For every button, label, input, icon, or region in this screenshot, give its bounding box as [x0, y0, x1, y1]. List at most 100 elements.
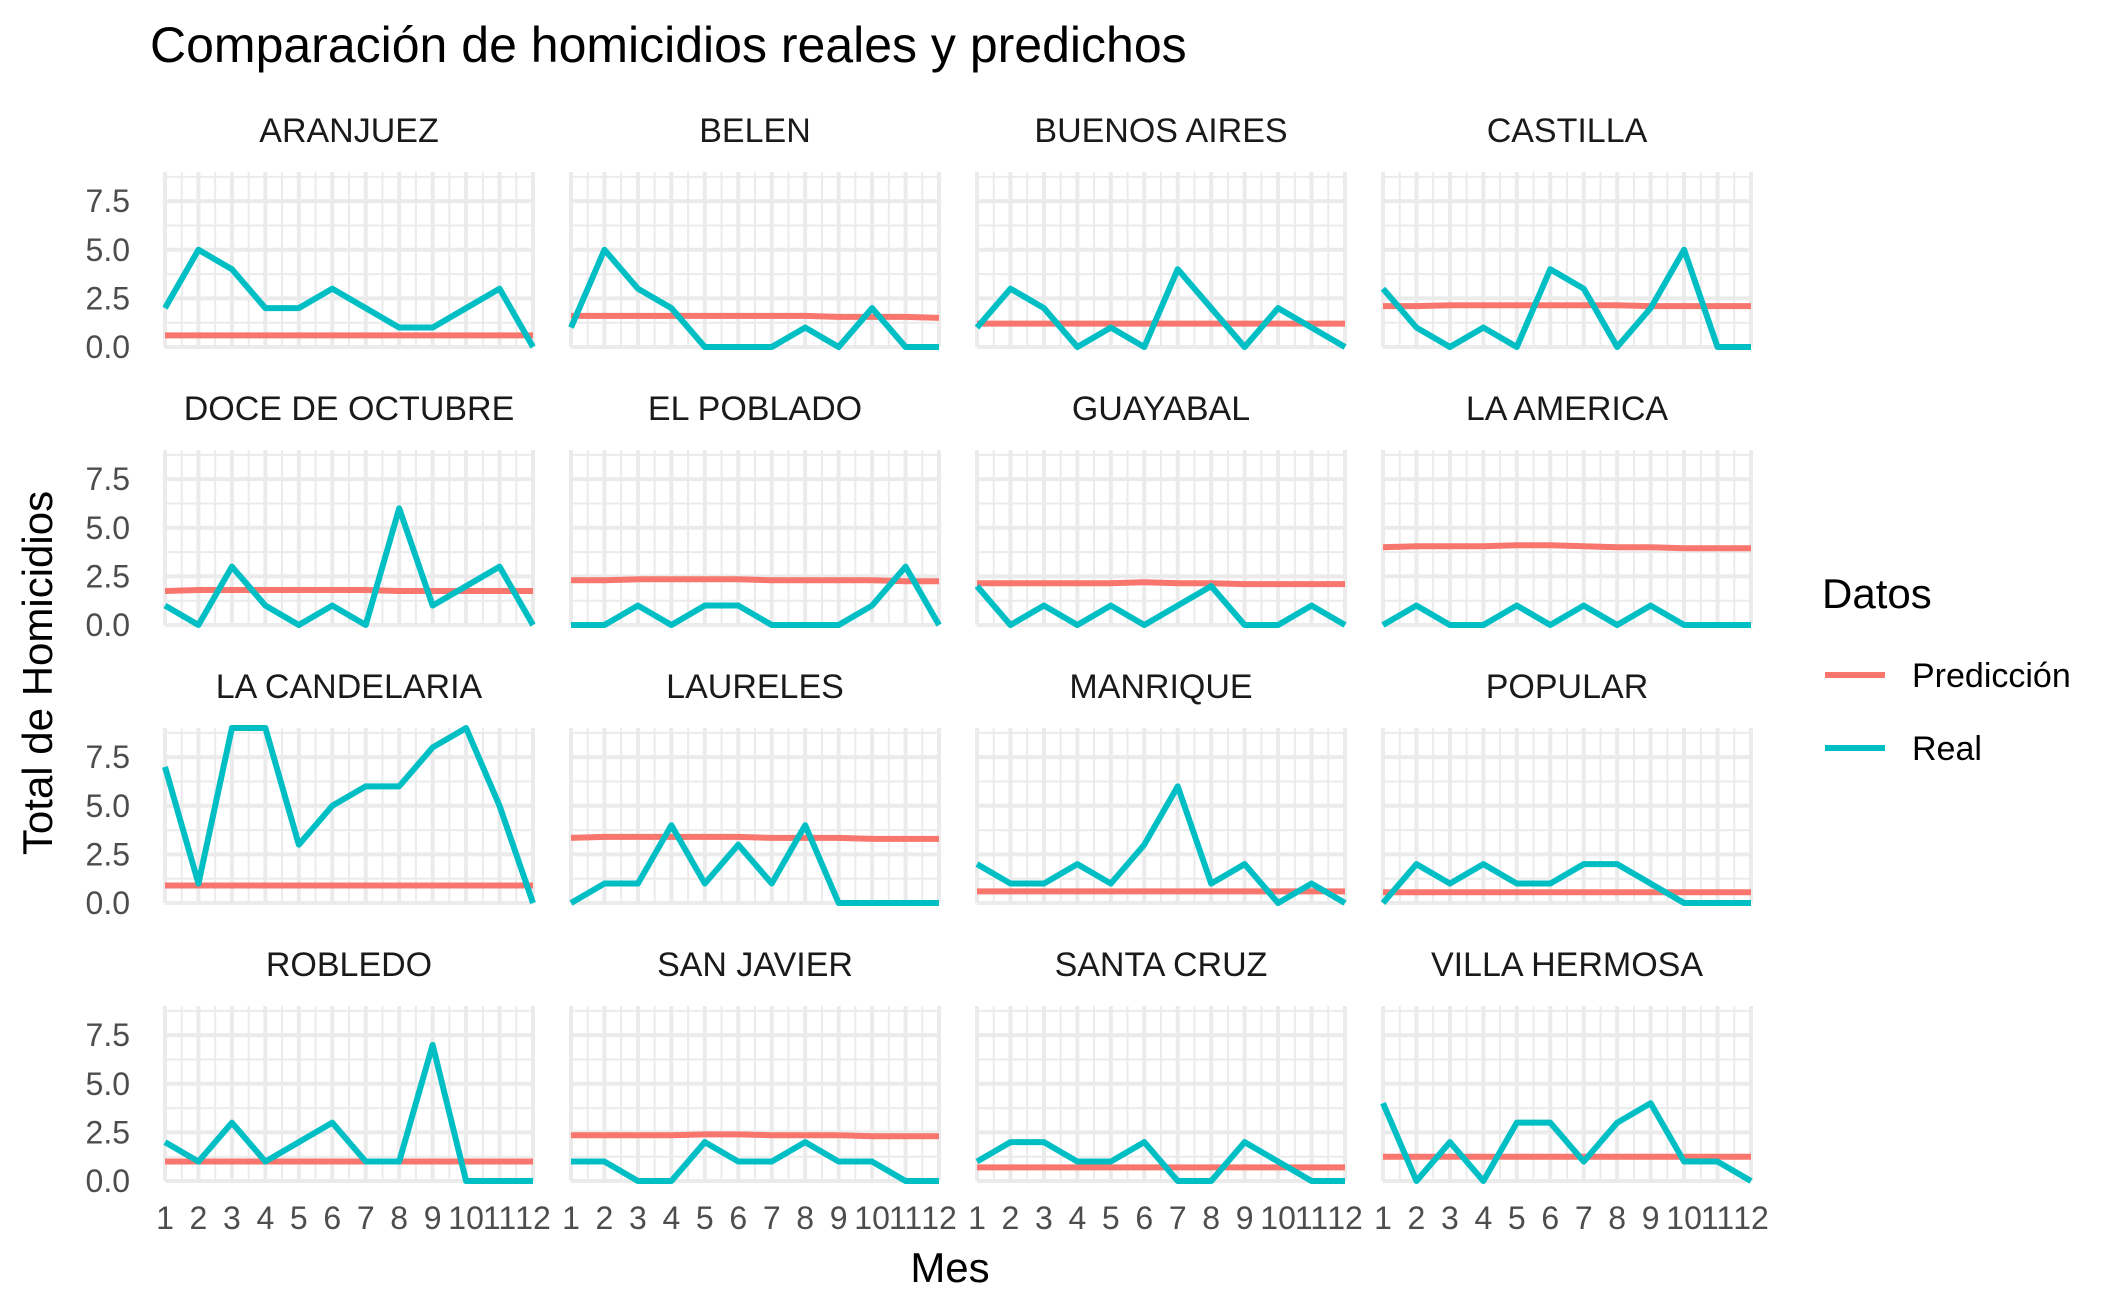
x-tick-label: 4 [256, 1200, 274, 1236]
x-tick-label: 4 [1474, 1200, 1492, 1236]
facet-panel: MANRIQUE [975, 668, 1347, 906]
x-axis-title: Mes [910, 1244, 989, 1291]
facet-panel: DOCE DE OCTUBRE 0.0 2.5 5.0 7.5 [86, 390, 536, 643]
y-tick-label: 0.0 [86, 885, 130, 921]
facet-panel: BUENOS AIRES [974, 112, 1347, 350]
x-tick-label: 12 [1733, 1200, 1769, 1236]
x-tick-label: 11 [1295, 1200, 1328, 1236]
facet-panel: GUAYABAL [974, 390, 1347, 628]
x-tick-label: 9 [1236, 1200, 1254, 1236]
x-tick-label: 1 [562, 1200, 580, 1236]
x-tick-label: 6 [1135, 1200, 1153, 1236]
facet-strip-label: CASTILLA [1487, 112, 1648, 150]
facet-strip-label: LA CANDELARIA [216, 668, 483, 706]
x-tick-label: 3 [223, 1200, 241, 1236]
y-tick-label: 7.5 [86, 461, 130, 497]
x-tick-label: 4 [662, 1200, 680, 1236]
facet-strip-label: ARANJUEZ [259, 112, 438, 150]
legend-entries: Predicción Real [1825, 657, 2071, 768]
facet-strip-label: BELEN [699, 112, 811, 150]
facet-strip-label: VILLA HERMOSA [1431, 946, 1703, 984]
x-tick-label: 5 [1102, 1200, 1120, 1236]
x-tick-label: 8 [1202, 1200, 1220, 1236]
series-line-real [974, 583, 1347, 628]
series-line-real [162, 246, 536, 349]
x-tick-label: 9 [424, 1200, 442, 1236]
series-line-real [569, 822, 939, 906]
x-tick-label: 6 [1541, 1200, 1559, 1236]
x-tick-label: 8 [390, 1200, 408, 1236]
series-line-prediccin [1382, 542, 1751, 552]
y-tick-label: 0.0 [86, 607, 130, 643]
legend-title: Datos [1822, 570, 1932, 617]
series-line-prediccin [571, 576, 939, 585]
x-tick-label: 1 [968, 1200, 986, 1236]
series-line-real [1381, 602, 1751, 628]
series-line-real [162, 725, 536, 904]
x-tick-label: 7 [357, 1200, 375, 1236]
y-tick-label: 0.0 [86, 1163, 130, 1199]
chart-title: Comparación de homicidios reales y predi… [150, 17, 1187, 73]
facet-panel: POPULAR [1380, 668, 1753, 906]
y-tick-label: 2.5 [86, 1114, 130, 1150]
x-tick-label: 11 [483, 1200, 516, 1236]
x-tick-label: 5 [1508, 1200, 1526, 1236]
facet-panels: ARANJUEZ 0.0 2.5 5.0 7.5 BELEN BUENOS AIRES CAS… [86, 112, 1769, 1236]
x-tick-label: 2 [596, 1200, 614, 1236]
x-tick-label: 11 [889, 1200, 922, 1236]
x-tick-label: 10 [448, 1200, 484, 1236]
series-line-real [1380, 1100, 1753, 1184]
x-tick-label: 10 [1666, 1200, 1702, 1236]
y-tick-label: 5.0 [86, 788, 130, 824]
y-tick-label: 2.5 [86, 558, 130, 594]
x-tick-label: 12 [921, 1200, 957, 1236]
facet-strip-label: POPULAR [1486, 668, 1649, 706]
series-line-real [571, 1139, 939, 1184]
series-line-real [1380, 246, 1751, 350]
series-line-real [1380, 861, 1751, 906]
facet-panel: EL POBLADO [569, 390, 942, 628]
facet-strip-label: LAURELES [666, 668, 844, 706]
series-line-prediccin [571, 1131, 939, 1140]
x-tick-label: 4 [1068, 1200, 1086, 1236]
x-tick-label: 1 [1374, 1200, 1392, 1236]
x-tick-label: 9 [1642, 1200, 1660, 1236]
y-tick-label: 2.5 [86, 836, 130, 872]
x-tick-label: 2 [1002, 1200, 1020, 1236]
x-tick-label: 10 [854, 1200, 890, 1236]
legend-label: Real [1912, 730, 1982, 768]
facet-strip-label: BUENOS AIRES [1034, 112, 1287, 150]
series-line-prediccin [570, 833, 939, 842]
facet-strip-label: SANTA CRUZ [1055, 946, 1268, 984]
x-tick-label: 7 [763, 1200, 781, 1236]
facet-strip-label: DOCE DE OCTUBRE [184, 390, 515, 428]
facet-strip-label: EL POBLADO [648, 390, 862, 428]
x-tick-label: 3 [1441, 1200, 1459, 1236]
x-tick-label: 12 [515, 1200, 551, 1236]
x-tick-label: 10 [1260, 1200, 1296, 1236]
facet-panel: LA CANDELARIA 0.0 2.5 5.0 7.5 [86, 668, 536, 921]
legend-label: Predicción [1912, 657, 2071, 695]
x-tick-label: 5 [696, 1200, 714, 1236]
x-tick-label: 1 [156, 1200, 174, 1236]
facet-strip-label: ROBLEDO [266, 946, 432, 984]
series-line-real [163, 1041, 533, 1184]
x-tick-label: 8 [1608, 1200, 1626, 1236]
series-line-real [568, 246, 939, 350]
series-line-prediccin [1383, 302, 1751, 310]
y-tick-label: 7.5 [86, 739, 130, 775]
facet-panel: CASTILLA [1380, 112, 1753, 350]
series-line-real [974, 266, 1347, 350]
y-tick-label: 7.5 [86, 1017, 130, 1053]
facet-panel: LAURELES [569, 668, 941, 906]
x-tick-label: 2 [190, 1200, 208, 1236]
x-tick-label: 7 [1169, 1200, 1187, 1236]
series-line-real [571, 563, 942, 628]
legend: Datos Predicción Real [1822, 570, 2071, 768]
y-tick-label: 5.0 [86, 232, 130, 268]
y-tick-label: 5.0 [86, 510, 130, 546]
x-tick-label: 6 [323, 1200, 341, 1236]
